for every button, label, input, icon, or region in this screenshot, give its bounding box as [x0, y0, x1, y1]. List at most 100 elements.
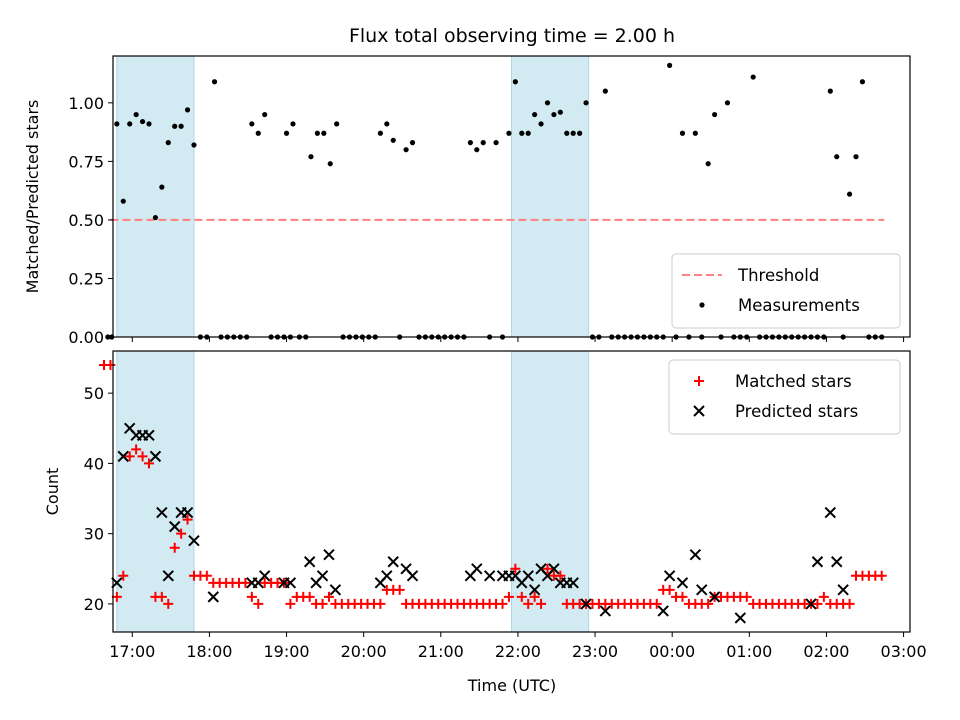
shaded-span [511, 55, 590, 338]
predicted-star-point [188, 534, 200, 547]
legend: Threshold Measurements [671, 253, 901, 329]
matched-star-point [156, 591, 167, 602]
measurement-point [705, 161, 711, 167]
predicted-star-point [831, 556, 843, 568]
measurement-point [577, 130, 583, 136]
axes-frame [112, 55, 911, 338]
predicted-star-point [657, 605, 669, 617]
measurement-point [314, 130, 320, 136]
predicted-star-point [316, 570, 329, 582]
measurement-point [480, 140, 486, 146]
matched-star-point [812, 598, 823, 609]
predicted-star-point [143, 429, 155, 442]
y-tick-label: 0.00 [68, 328, 104, 347]
matched-star-point [285, 598, 296, 609]
predicted-star-point [258, 570, 271, 582]
predicted-star-point [483, 570, 496, 582]
y-tick-label: 20 [84, 595, 104, 614]
measurement-point [750, 74, 756, 80]
measurement-point [493, 140, 499, 146]
predicted-star-point [303, 556, 316, 568]
matched-star-point [176, 528, 187, 539]
y-axis-label: Matched/Predicted stars [23, 100, 42, 294]
measurement-point [334, 121, 340, 127]
predicted-star-point [181, 506, 194, 519]
matched-star-point [169, 542, 180, 553]
x-tick-label: 03:00 [881, 642, 927, 661]
predicted-star-point [811, 556, 824, 568]
matched-star-point [137, 451, 148, 462]
measurement-point [679, 130, 686, 136]
predicted-star-point [805, 598, 817, 610]
measurement-point [827, 88, 833, 94]
measurement-point [583, 100, 589, 106]
predicted-star-point [323, 549, 335, 561]
matched-star-point [182, 514, 193, 525]
predicted-star-point [149, 450, 162, 463]
predicted-star-point [522, 570, 534, 582]
predicted-star-point [696, 584, 708, 596]
shaded-span [116, 55, 195, 338]
matched-star-point [651, 598, 662, 609]
predicted-star-point [156, 506, 168, 519]
matched-star-point [118, 570, 129, 581]
x-tick-label: 01:00 [726, 642, 772, 661]
matched-star-point [317, 598, 328, 609]
x-tick-label: 02:00 [803, 642, 849, 661]
y-tick-label: 50 [84, 384, 104, 403]
measurement-point [519, 130, 525, 136]
x-tick-label: 00:00 [649, 642, 695, 661]
matched-star-point [818, 591, 829, 602]
measurement-point [532, 111, 538, 118]
predicted-star-point [168, 520, 181, 533]
matched-star-point [503, 591, 514, 602]
matched-star-point [124, 451, 135, 462]
y-tick-label: 0.50 [68, 211, 104, 230]
measurement-point [846, 191, 853, 197]
measurement-point [178, 123, 184, 129]
matched-star-point [529, 591, 540, 602]
measurement-point [602, 88, 608, 94]
predicted-star-point [471, 563, 483, 575]
measurement-point [146, 121, 152, 127]
measurement-point [506, 130, 512, 136]
measurement-point [283, 130, 290, 136]
matched-star-point [304, 591, 315, 602]
measurement-point [403, 147, 409, 153]
legend-box [671, 253, 901, 329]
matched-star-point [201, 570, 212, 581]
x-tick-label: 17:00 [109, 642, 155, 661]
measurement-point [712, 111, 718, 118]
predicted-star-point [528, 584, 541, 596]
predicted-star-point [117, 450, 129, 463]
chart-title: Flux total observing time = 2.00 h [349, 25, 675, 47]
predicted-star-point [599, 605, 612, 617]
measurement-point [321, 130, 327, 136]
predicted-star-point [567, 577, 579, 589]
measurement-point [211, 79, 218, 85]
legend-label: Matched stars [735, 372, 852, 391]
legend-matched-swatch [694, 376, 704, 386]
predicted-star-point [580, 598, 592, 610]
predicted-star-point [676, 577, 689, 589]
predicted-star-point [689, 549, 702, 561]
measurement-point [191, 142, 197, 148]
measurement-point [474, 147, 480, 153]
measurement-point [255, 130, 261, 136]
matched-star-point [510, 563, 521, 574]
measurement-point [409, 140, 416, 146]
predicted-star-point [708, 591, 721, 603]
matched-star-point [536, 598, 547, 609]
matched-star-point [516, 591, 527, 602]
measurement-point [133, 111, 139, 118]
measurement-point [152, 214, 159, 221]
y-tick-label: 40 [84, 454, 104, 473]
y-tick-label: 1.00 [68, 94, 104, 113]
matched-star-point [844, 598, 855, 609]
measurement-point [834, 154, 840, 160]
matched-star-point [253, 598, 264, 609]
y-tick-label: 30 [84, 525, 104, 544]
measurement-point [557, 109, 563, 115]
predicted-star-point [663, 570, 676, 582]
